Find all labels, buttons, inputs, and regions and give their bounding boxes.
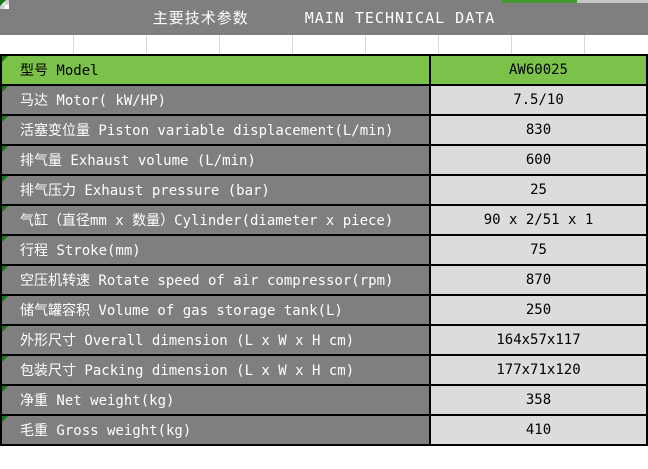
spec-value-cell[interactable]: 830 — [431, 116, 646, 144]
table-row: 活塞变位量 Piston variable displacement(L/min… — [2, 116, 646, 146]
spec-label-cell[interactable]: 行程 Stroke(mm) — [2, 236, 431, 264]
spec-value: 830 — [525, 122, 552, 138]
error-indicator-triangle — [2, 296, 8, 302]
error-indicator-triangle — [2, 86, 8, 92]
spec-label-cell[interactable]: 储气罐容积 Volume of gas storage tank(L) — [2, 296, 431, 324]
title-en: MAIN TECHNICAL DATA — [304, 8, 496, 27]
table-row: 排气量 Exhaust volume (L/min) 600 — [2, 146, 646, 176]
spec-value-cell[interactable]: 870 — [431, 266, 646, 294]
table-row: 马达 Motor( kW/HP) 7.5/10 — [2, 86, 646, 116]
spec-label: 毛重 Gross weight(kg) — [20, 423, 192, 439]
spec-value-cell[interactable]: 600 — [431, 146, 646, 174]
spec-value: 75 — [530, 242, 547, 258]
spec-label: 排气压力 Exhaust pressure (bar) — [20, 183, 270, 199]
spec-value: 358 — [525, 392, 552, 408]
table-row: 行程 Stroke(mm) 75 — [2, 236, 646, 266]
spec-value-cell[interactable]: 7.5/10 — [431, 86, 646, 114]
spec-value-cell[interactable]: 250 — [431, 296, 646, 324]
error-indicator-triangle — [2, 116, 8, 122]
spec-label-cell[interactable]: 排气量 Exhaust volume (L/min) — [2, 146, 431, 174]
table-row: 气缸（直径mm x 数量）Cylinder(diameter x piece) 9… — [2, 206, 646, 236]
spec-label: 排气量 Exhaust volume (L/min) — [20, 153, 256, 169]
spec-label-cell[interactable]: 马达 Motor( kW/HP) — [2, 86, 431, 114]
spec-value-cell[interactable]: AW60025 — [431, 56, 646, 84]
spec-label: 净重 Net weight(kg) — [20, 393, 175, 409]
table-row: 型号 Model AW60025 — [2, 56, 646, 86]
spec-value: 90 x 2/51 x 1 — [483, 212, 594, 228]
spec-label: 包装尺寸 Packing dimension (L x W x H cm) — [20, 363, 355, 379]
error-indicator-triangle — [2, 146, 8, 152]
spec-value-cell[interactable]: 90 x 2/51 x 1 — [431, 206, 646, 234]
spec-label-cell[interactable]: 型号 Model — [2, 56, 431, 84]
error-indicator-triangle — [0, 0, 6, 6]
table-row: 包装尺寸 Packing dimension (L x W x H cm) 177… — [2, 356, 646, 386]
error-indicator-triangle — [2, 266, 8, 272]
spec-value: 177x71x120 — [496, 362, 581, 378]
spec-label-cell[interactable]: 毛重 Gross weight(kg) — [2, 416, 431, 444]
spec-value: 600 — [525, 152, 552, 168]
table-row: 外形尺寸 Overall dimension (L x W x H cm) 164… — [2, 326, 646, 356]
spec-label: 型号 Model — [20, 63, 99, 79]
error-indicator-triangle — [2, 326, 8, 332]
spec-value-cell[interactable]: 358 — [431, 386, 646, 414]
error-indicator-triangle — [2, 416, 8, 422]
title-zh: 主要技术参数 — [152, 9, 249, 27]
spec-label: 行程 Stroke(mm) — [20, 243, 141, 259]
error-indicator-triangle — [2, 56, 8, 62]
spec-value-cell[interactable]: 75 — [431, 236, 646, 264]
error-indicator-triangle — [2, 356, 8, 362]
table-title-cell[interactable]: 主要技术参数 MAIN TECHNICAL DATA — [0, 0, 648, 35]
spec-value-cell[interactable]: 410 — [431, 416, 646, 444]
spec-value: AW60025 — [508, 62, 568, 78]
spec-table: 型号 Model AW60025 马达 Motor( kW/HP) 7.5/10 活塞变… — [0, 54, 648, 446]
error-indicator-triangle — [2, 386, 8, 392]
top-edge-gray-cell-remnant — [577, 0, 648, 3]
spec-label: 气缸（直径mm x 数量）Cylinder(diameter x piece) — [20, 213, 394, 229]
spec-value-cell[interactable]: 177x71x120 — [431, 356, 646, 384]
error-indicator-triangle — [2, 236, 8, 242]
table-row: 空压机转速 Rotate speed of air compressor(rpm… — [2, 266, 646, 296]
spec-value-cell[interactable]: 25 — [431, 176, 646, 204]
table-row: 毛重 Gross weight(kg) 410 — [2, 416, 646, 446]
spec-label-cell[interactable]: 活塞变位量 Piston variable displacement(L/min… — [2, 116, 431, 144]
spec-label: 马达 Motor( kW/HP) — [20, 93, 167, 109]
spec-value: 410 — [525, 422, 552, 438]
spec-label-cell[interactable]: 空压机转速 Rotate speed of air compressor(rpm… — [2, 266, 431, 294]
table-row: 排气压力 Exhaust pressure (bar) 25 — [2, 176, 646, 206]
error-indicator-triangle — [2, 176, 8, 182]
spec-value: 870 — [525, 272, 552, 288]
spec-value-cell[interactable]: 164x57x117 — [431, 326, 646, 354]
spec-label: 储气罐容积 Volume of gas storage tank(L) — [20, 303, 343, 319]
spec-label: 活塞变位量 Piston variable displacement(L/min… — [20, 123, 394, 139]
empty-grid-row[interactable] — [0, 35, 648, 54]
spec-label-cell[interactable]: 气缸（直径mm x 数量）Cylinder(diameter x piece) — [2, 206, 431, 234]
spec-value: 250 — [525, 302, 552, 318]
spec-label: 外形尺寸 Overall dimension (L x W x H cm) — [20, 333, 355, 349]
spec-label-cell[interactable]: 包装尺寸 Packing dimension (L x W x H cm) — [2, 356, 431, 384]
spec-value: 7.5/10 — [513, 92, 564, 108]
error-indicator-triangle — [2, 206, 8, 212]
spec-label-cell[interactable]: 排气压力 Exhaust pressure (bar) — [2, 176, 431, 204]
spec-label: 空压机转速 Rotate speed of air compressor(rpm… — [20, 273, 394, 289]
spec-label-cell[interactable]: 外形尺寸 Overall dimension (L x W x H cm) — [2, 326, 431, 354]
table-row: 净重 Net weight(kg) 358 — [2, 386, 646, 416]
table-row: 储气罐容积 Volume of gas storage tank(L) 250 — [2, 296, 646, 326]
spec-value: 25 — [530, 182, 547, 198]
spec-value: 164x57x117 — [496, 332, 581, 348]
top-edge-green-cell-remnant — [502, 0, 577, 3]
spec-label-cell[interactable]: 净重 Net weight(kg) — [2, 386, 431, 414]
